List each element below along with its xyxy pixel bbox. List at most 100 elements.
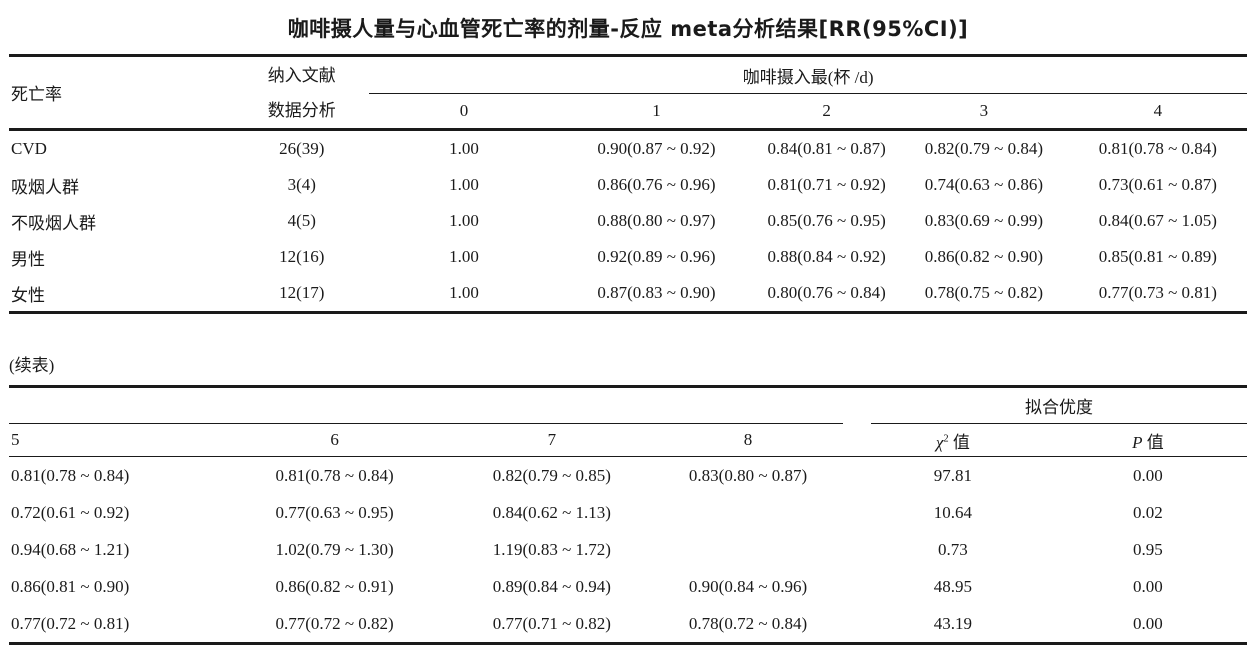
dose-group-span	[9, 387, 857, 424]
chi-square-cell: 48.95	[933, 576, 973, 596]
table-title: 咖啡摄人量与心血管死亡率的剂量-反应 meta分析结果[RR(95%CI)]	[287, 17, 969, 41]
table-cell: 0.77(0.72 ~ 0.82)	[275, 613, 394, 633]
table-header-row: 拟合优度	[9, 387, 1247, 424]
chi-symbol: χ	[935, 432, 944, 452]
row-label: 女性	[11, 285, 45, 305]
table-row: CVD 26(39) 1.00 0.90(0.87 ~ 0.92) 0.84(0…	[9, 130, 1247, 168]
table-header-row: 5 6 7 8 χ2 值 P 值	[9, 424, 1247, 457]
table-row: 0.72(0.61 ~ 0.92) 0.77(0.63 ~ 0.95) 0.84…	[9, 494, 1247, 531]
dose-header-1: 1	[652, 101, 661, 120]
table-cell: 0.84(0.81 ~ 0.87)	[767, 139, 886, 158]
table-cell: 0.94(0.68 ~ 1.21)	[11, 539, 130, 559]
table-row: 0.94(0.68 ~ 1.21) 1.02(0.79 ~ 1.30) 1.19…	[9, 531, 1247, 568]
continued-table-label: (续表)	[9, 356, 55, 375]
dose-response-table: 死亡率 纳入文献 数据分析 咖啡摄入最(杯 /d) 0 1 2 3 4 CVD …	[9, 54, 1247, 314]
table2-header: 拟合优度 5 6 7 8 χ2 值 P 值	[9, 387, 1247, 457]
table-cell: 0.83(0.80 ~ 0.87)	[688, 465, 808, 485]
mortality-column-header: 死亡率	[11, 85, 62, 104]
table-cell: 0.88(0.84 ~ 0.92)	[767, 247, 886, 266]
table-cell: 0.88(0.80 ~ 0.97)	[597, 211, 716, 230]
table-cell: 12(17)	[279, 283, 325, 302]
goodness-of-fit-span-header: 拟合优度	[857, 387, 1247, 424]
table-cell: 0.77(0.63 ~ 0.95)	[275, 502, 394, 522]
dose-header-5: 5	[11, 430, 20, 449]
table-row: 女性 12(17) 1.00 0.87(0.83 ~ 0.90) 0.80(0.…	[9, 275, 1247, 313]
table-cell: 4(5)	[287, 211, 316, 230]
dose-header-0: 0	[459, 101, 469, 120]
row-label: 吸烟人群	[11, 177, 79, 197]
table-cell: 1.00	[449, 283, 479, 302]
table-cell: 0.86(0.81 ~ 0.90)	[11, 576, 130, 596]
table-cell: 0.82(0.79 ~ 0.84)	[924, 139, 1044, 158]
dose-response-table-continued: 拟合优度 5 6 7 8 χ2 值 P 值 0.81(0.78 ~ 0.84) …	[9, 385, 1247, 645]
p-symbol: P	[1132, 432, 1143, 452]
table-cell: 0.90(0.87 ~ 0.92)	[597, 139, 716, 158]
table-cell	[639, 494, 857, 531]
table-cell: 0.85(0.81 ~ 0.89)	[1098, 247, 1217, 266]
table-cell: 0.72(0.61 ~ 0.92)	[11, 502, 130, 522]
table-row: 0.86(0.81 ~ 0.90) 0.86(0.82 ~ 0.91) 0.89…	[9, 568, 1247, 605]
table-row: 0.81(0.78 ~ 0.84) 0.81(0.78 ~ 0.84) 0.82…	[9, 457, 1247, 495]
table-cell: 1.00	[449, 211, 479, 230]
table-header-row: 死亡率 纳入文献 数据分析 咖啡摄入最(杯 /d)	[9, 55, 1247, 120]
dose-header-6: 6	[330, 430, 339, 449]
p-value-cell: 0.95	[1133, 539, 1163, 559]
dose-header-4: 4	[1153, 101, 1163, 120]
table-cell: 1.00	[449, 247, 479, 266]
table-cell: 26(39)	[279, 139, 325, 158]
table-cell: 0.84(0.67 ~ 1.05)	[1098, 211, 1217, 230]
table-cell: 0.74(0.63 ~ 0.86)	[924, 175, 1044, 194]
p-value-cell: 0.02	[1133, 502, 1163, 522]
table-row: 不吸烟人群 4(5) 1.00 0.88(0.80 ~ 0.97) 0.85(0…	[9, 203, 1247, 239]
literature-header-line1: 纳入文献	[267, 65, 336, 85]
table-cell: 0.86(0.76 ~ 0.96)	[597, 175, 716, 194]
table-cell	[639, 531, 857, 568]
literature-header-line2: 数据分析	[267, 100, 336, 120]
p-value-column-header: P 值	[1049, 424, 1247, 457]
table-cell: 1.02(0.79 ~ 1.30)	[275, 539, 394, 559]
table-cell: 0.77(0.73 ~ 0.81)	[1098, 283, 1217, 302]
table-row: 男性 12(16) 1.00 0.92(0.89 ~ 0.96) 0.88(0.…	[9, 239, 1247, 275]
table-row: 0.77(0.72 ~ 0.81) 0.77(0.72 ~ 0.82) 0.77…	[9, 605, 1247, 644]
table-cell: 0.81(0.78 ~ 0.84)	[1098, 139, 1217, 158]
table-cell: 0.86(0.82 ~ 0.91)	[275, 576, 394, 596]
chi-square-cell: 97.81	[933, 465, 973, 485]
p-value-cell: 0.00	[1133, 613, 1163, 633]
table-cell: 1.00	[449, 139, 479, 158]
table-cell: 0.81(0.71 ~ 0.92)	[767, 175, 886, 194]
chi-square-cell: 43.19	[933, 613, 973, 633]
table-cell: 0.77(0.72 ~ 0.81)	[11, 613, 130, 633]
goodness-of-fit-label: 拟合优度	[870, 388, 1247, 424]
table-cell: 0.81(0.78 ~ 0.84)	[275, 465, 394, 485]
row-label: 男性	[11, 249, 45, 269]
table-cell: 0.77(0.71 ~ 0.82)	[492, 613, 611, 633]
table-header-row: 0 1 2 3 4	[9, 94, 1247, 130]
table-cell: 3(4)	[287, 175, 316, 194]
table-cell: 1.19(0.83 ~ 1.72)	[492, 539, 611, 559]
table-cell: 0.78(0.72 ~ 0.84)	[688, 613, 808, 633]
dose-group-underline	[9, 388, 843, 424]
table-cell: 1.00	[449, 175, 479, 194]
table-cell: 0.86(0.82 ~ 0.90)	[924, 247, 1044, 266]
chi-square-cell: 10.64	[933, 502, 973, 522]
dose-header-8: 8	[743, 430, 753, 449]
table-cell: 0.78(0.75 ~ 0.82)	[924, 283, 1044, 302]
table-cell: 0.83(0.69 ~ 0.99)	[924, 211, 1044, 230]
table-cell: 0.82(0.79 ~ 0.85)	[492, 465, 611, 485]
table1-header: 死亡率 纳入文献 数据分析 咖啡摄入最(杯 /d) 0 1 2 3 4	[9, 55, 1247, 130]
chi-square-column-header: χ2 值	[857, 424, 1049, 457]
literature-column-header: 纳入文献 数据分析	[234, 56, 369, 130]
table-row: 吸烟人群 3(4) 1.00 0.86(0.76 ~ 0.96) 0.81(0.…	[9, 167, 1247, 203]
coffee-intake-span-header: 咖啡摄入最(杯 /d)	[369, 55, 1247, 94]
p-value-cell: 0.00	[1133, 465, 1163, 485]
p-value-cell: 0.00	[1133, 576, 1163, 596]
p-value-label: 值	[1142, 432, 1164, 452]
row-label: 不吸烟人群	[11, 213, 96, 233]
table-cell: 0.80(0.76 ~ 0.84)	[767, 283, 886, 302]
row-label: CVD	[11, 139, 47, 158]
table-cell: 0.84(0.62 ~ 1.13)	[492, 502, 611, 522]
chi-superscript: 2	[943, 432, 949, 444]
table-cell: 0.89(0.84 ~ 0.94)	[492, 576, 611, 596]
table-cell: 0.90(0.84 ~ 0.96)	[688, 576, 808, 596]
